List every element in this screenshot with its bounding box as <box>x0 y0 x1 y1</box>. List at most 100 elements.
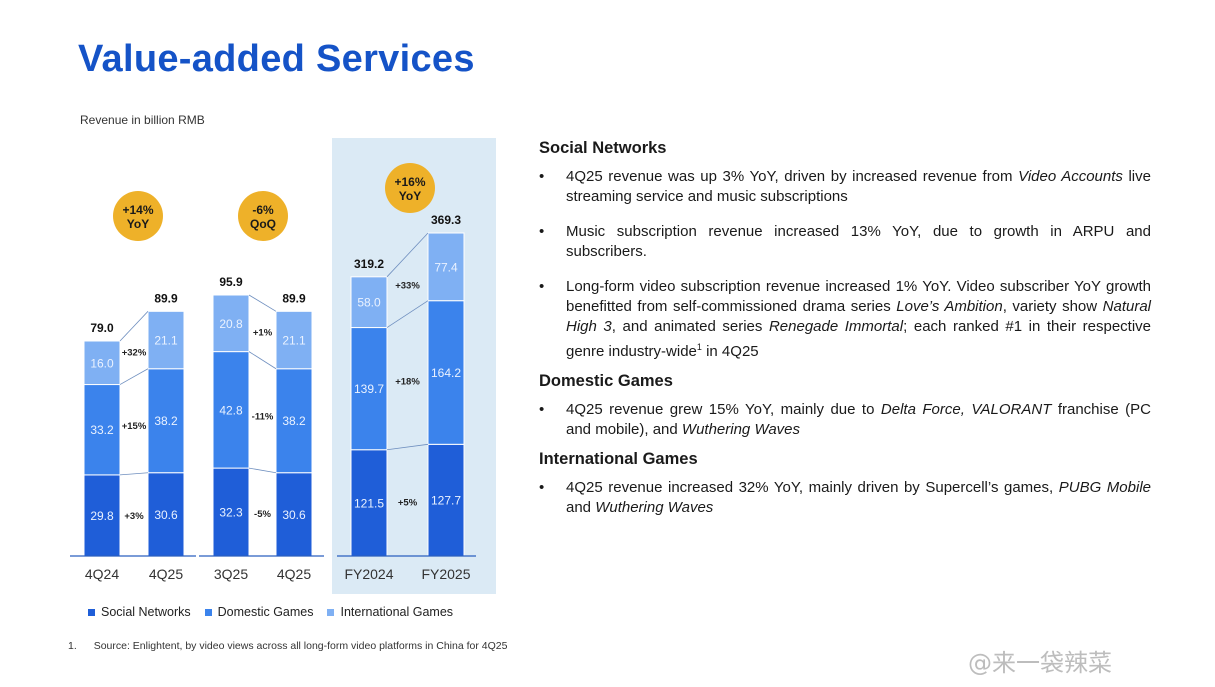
segment-value-label: 164.2 <box>431 366 461 380</box>
x-tick-label: FY2025 <box>421 566 470 582</box>
bar-segment-domestic-games <box>350 327 388 451</box>
x-tick-label: 4Q24 <box>85 566 119 582</box>
chart-legend: Social Networks Domestic Games Internati… <box>88 605 467 619</box>
change-badge <box>385 163 435 213</box>
text-run: ; each ranked #1 in their respective gen… <box>566 318 1151 360</box>
bar-total-label: 89.9 <box>282 291 306 305</box>
segment-value-label: 16.0 <box>90 356 114 370</box>
bar-segment-international-games <box>350 276 388 329</box>
italic-run: Renegade Immortal <box>768 318 904 335</box>
bar-segment-international-games <box>212 294 250 353</box>
segment-value-label: 30.6 <box>282 508 306 522</box>
connector-line <box>248 351 277 370</box>
legend-label: Social Networks <box>101 605 191 619</box>
change-label: +33% <box>395 281 420 292</box>
x-tick-label: 3Q25 <box>214 566 248 582</box>
connector-line <box>386 443 429 451</box>
change-label: -11% <box>252 411 274 422</box>
bar-total-label: 89.9 <box>154 291 178 305</box>
italic-run: Video Accounts <box>1018 168 1123 185</box>
section-heading: International Games <box>539 450 698 468</box>
bullet-list: 4Q25 revenue grew 15% YoY, mainly due to… <box>539 400 1151 440</box>
segment-value-label: 21.1 <box>282 334 306 348</box>
text-run: Long-form video subscription revenue inc… <box>566 278 1151 315</box>
x-tick-label: 4Q25 <box>277 566 311 582</box>
change-label: +15% <box>122 421 147 432</box>
segment-value-label: 38.2 <box>154 414 178 428</box>
connector-line <box>119 368 149 385</box>
bar-segment-international-games <box>427 232 465 302</box>
footnote: 1. Source: Enlightent, by video views ac… <box>68 640 507 652</box>
text-run: , and animated series <box>611 318 769 335</box>
segment-value-label: 29.8 <box>90 509 114 523</box>
x-tick-label: FY2024 <box>344 566 393 582</box>
segment-value-label: 139.7 <box>354 382 384 396</box>
italic-run: Delta Force, VALORANT <box>880 401 1052 418</box>
text-run: 4Q25 revenue was up 3% YoY, driven by in… <box>566 168 1019 185</box>
change-label: -5% <box>254 509 271 520</box>
change-badge <box>238 191 288 241</box>
connector-line <box>119 311 149 342</box>
text-run: 4Q25 revenue increased 32% YoY, mainly d… <box>566 479 1059 496</box>
connector-line <box>119 472 149 476</box>
connector-line <box>386 300 429 328</box>
x-tick-label: 4Q25 <box>149 566 183 582</box>
segment-value-label: 121.5 <box>354 496 384 510</box>
bar-total-label: 369.3 <box>431 213 461 227</box>
badge-value: +14% <box>122 203 153 217</box>
italic-run: Love’s Ambition <box>896 298 1003 315</box>
legend-swatch <box>204 608 212 616</box>
italic-run: Wuthering Waves <box>595 499 714 516</box>
bar-total-label: 95.9 <box>219 275 243 289</box>
legend-item-social-networks: Social Networks <box>88 605 191 619</box>
legend-label: Domestic Games <box>217 605 314 619</box>
segment-value-label: 77.4 <box>434 260 458 274</box>
segment-value-label: 33.2 <box>90 423 114 437</box>
legend-item-international-games: International Games <box>327 605 453 619</box>
chart-subtitle: Revenue in billion RMB <box>80 113 205 127</box>
connector-line <box>248 467 277 474</box>
text-run: 1 <box>696 342 702 352</box>
bar-segment-social-networks <box>350 449 388 557</box>
badge-value: -6% <box>252 203 274 217</box>
change-label: +18% <box>395 377 420 388</box>
bullet-item: Music subscription revenue increased 13%… <box>539 222 1151 262</box>
legend-swatch <box>327 608 335 616</box>
bullet-item: Long-form video subscription revenue inc… <box>539 277 1151 362</box>
footnote-number: 1. <box>68 640 77 652</box>
commentary-panel: Social Networks 4Q25 revenue was up 3% Yo… <box>539 139 1151 528</box>
page-title: Value-added Services <box>78 38 475 80</box>
legend-label: International Games <box>340 605 454 619</box>
change-label: +5% <box>398 498 418 509</box>
bar-segment-domestic-games <box>427 300 465 445</box>
connector-line <box>386 232 429 278</box>
badge-value: +16% <box>394 175 425 189</box>
bar-segment-domestic-games <box>212 351 250 469</box>
watermark: @来一袋辣菜 <box>968 649 1112 677</box>
bullet-list: 4Q25 revenue was up 3% YoY, driven by in… <box>539 167 1151 362</box>
badge-period: QoQ <box>250 217 276 231</box>
text-run: in 4Q25 <box>701 343 759 360</box>
italic-run: Wuthering Waves <box>681 421 801 438</box>
segment-value-label: 32.3 <box>219 506 243 520</box>
segment-value-label: 127.7 <box>431 494 461 508</box>
bar-segment-international-games <box>83 340 121 386</box>
italic-run: Natural High 3 <box>566 298 1151 335</box>
bar-segment-international-games <box>147 310 185 370</box>
bar-segment-domestic-games <box>275 368 313 474</box>
segment-value-label: 38.2 <box>282 414 306 428</box>
segment-value-label: 58.0 <box>357 296 381 310</box>
change-label: +1% <box>253 328 273 339</box>
bullet-item: 4Q25 revenue was up 3% YoY, driven by in… <box>539 167 1151 207</box>
footnote-text: Source: Enlightent, by video views acros… <box>93 640 508 652</box>
text-run: live streaming service and music subscri… <box>566 168 1151 205</box>
text-run: , variety show <box>1002 298 1103 315</box>
change-label: +3% <box>124 511 144 522</box>
legend-swatch <box>88 608 95 616</box>
revenue-stacked-bar-chart: 29.8 33.2 16.0 79.0 4Q24 30.6 38.2 21.1 89.9 4Q25… <box>70 138 496 594</box>
bullet-list: 4Q25 revenue increased 32% YoY, mainly d… <box>539 478 1151 518</box>
text-run: 4Q25 revenue grew 15% YoY, mainly due to <box>566 401 881 418</box>
text-run: franchise (PC and mobile), and <box>566 401 1151 438</box>
bar-total-label: 319.2 <box>354 257 384 271</box>
section-heading: Domestic Games <box>539 372 673 390</box>
